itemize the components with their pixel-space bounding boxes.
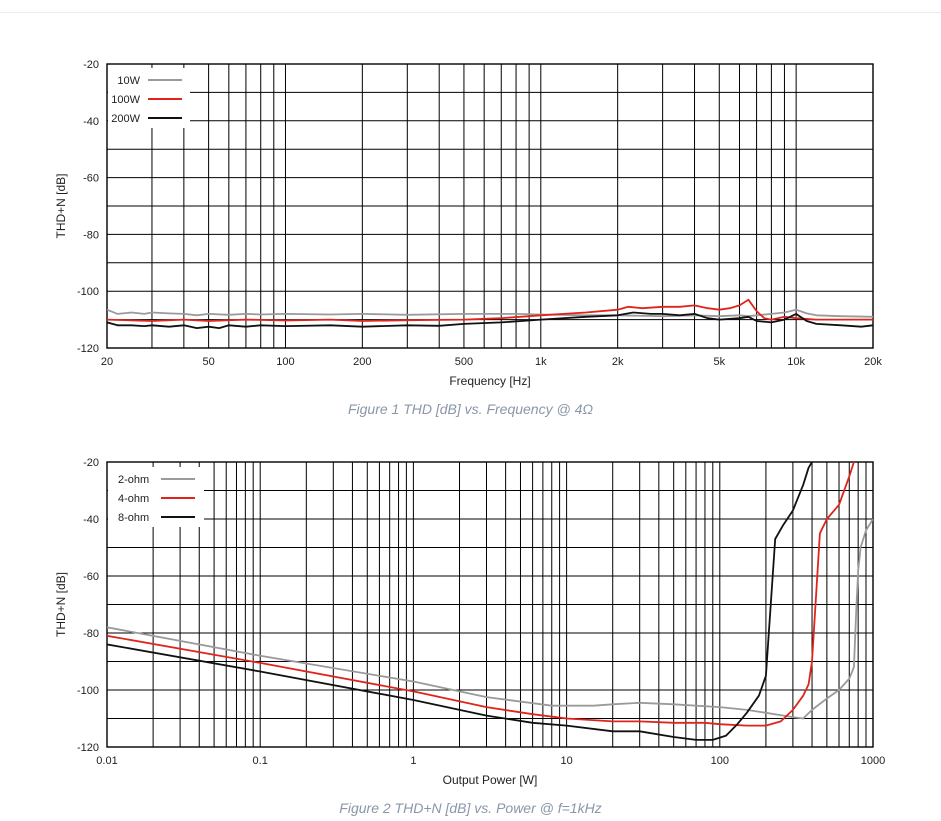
series-line-10w bbox=[107, 308, 873, 318]
legend: 2-ohm 4-ohm 8-ohm bbox=[108, 467, 204, 527]
y-tick-label: -60 bbox=[83, 173, 99, 185]
y-axis-label: THD+N [dB] bbox=[54, 173, 68, 238]
series-line-8-ohm bbox=[107, 462, 813, 741]
y-tick-label: -120 bbox=[77, 742, 99, 754]
y-tick-label: -80 bbox=[83, 628, 99, 640]
y-axis-label: THD+N [dB] bbox=[54, 572, 68, 637]
series-line-200w bbox=[107, 311, 873, 330]
y-tick-label: -80 bbox=[83, 229, 99, 241]
x-axis-label: Frequency [Hz] bbox=[449, 374, 530, 388]
x-tick-label: 10k bbox=[787, 356, 805, 368]
legend-label: 4-ohm bbox=[118, 493, 149, 505]
y-tick-label: -40 bbox=[83, 116, 99, 128]
series-line-4-ohm bbox=[107, 462, 855, 727]
y-tick-label: -20 bbox=[83, 59, 99, 71]
x-tick-label: 2k bbox=[612, 356, 624, 368]
legend-label: 100W bbox=[111, 94, 140, 106]
y-tick-label: -100 bbox=[77, 685, 99, 697]
series-lines bbox=[107, 298, 873, 330]
series-line-100w bbox=[107, 298, 873, 322]
legend-label: 200W bbox=[111, 113, 140, 125]
plot-frame bbox=[106, 461, 874, 748]
legend-label: 10W bbox=[117, 75, 140, 87]
figure-1-caption: Figure 1 THD [dB] vs. Frequency @ 4Ω bbox=[347, 401, 594, 417]
y-tick-label: -40 bbox=[83, 514, 99, 526]
legend: 10W 100W 200W bbox=[108, 68, 190, 128]
top-divider bbox=[0, 12, 941, 13]
x-tick-label: 1k bbox=[535, 356, 547, 368]
x-tick-label: 1 bbox=[410, 755, 416, 767]
y-tick-label: -60 bbox=[83, 571, 99, 583]
figure-2-caption: Figure 2 THD+N [dB] vs. Power @ f=1kHz bbox=[339, 800, 602, 816]
series-lines bbox=[107, 462, 873, 741]
x-tick-label: 100 bbox=[711, 755, 729, 767]
legend-label: 8-ohm bbox=[118, 512, 149, 524]
x-tick-label: 5k bbox=[713, 356, 725, 368]
x-tick-label: 1000 bbox=[861, 755, 885, 767]
x-tick-label: 20 bbox=[101, 356, 113, 368]
x-tick-label: 0.01 bbox=[96, 755, 117, 767]
x-axis-label: Output Power [W] bbox=[443, 773, 538, 787]
grid bbox=[107, 462, 873, 747]
x-tick-label: 20k bbox=[864, 356, 882, 368]
x-tick-label: 0.1 bbox=[253, 755, 268, 767]
x-tick-label: 10 bbox=[560, 755, 572, 767]
grid bbox=[107, 64, 873, 348]
series-line-2-ohm bbox=[107, 518, 873, 720]
y-tick-label: -100 bbox=[77, 286, 99, 298]
y-tick-label: -120 bbox=[77, 343, 99, 355]
x-tick-label: 100 bbox=[276, 356, 294, 368]
legend-label: 2-ohm bbox=[118, 474, 149, 486]
x-tick-label: 50 bbox=[202, 356, 214, 368]
y-tick-label: -20 bbox=[83, 457, 99, 469]
plot-frame bbox=[106, 63, 874, 349]
x-tick-label: 500 bbox=[455, 356, 473, 368]
x-tick-label: 200 bbox=[353, 356, 371, 368]
